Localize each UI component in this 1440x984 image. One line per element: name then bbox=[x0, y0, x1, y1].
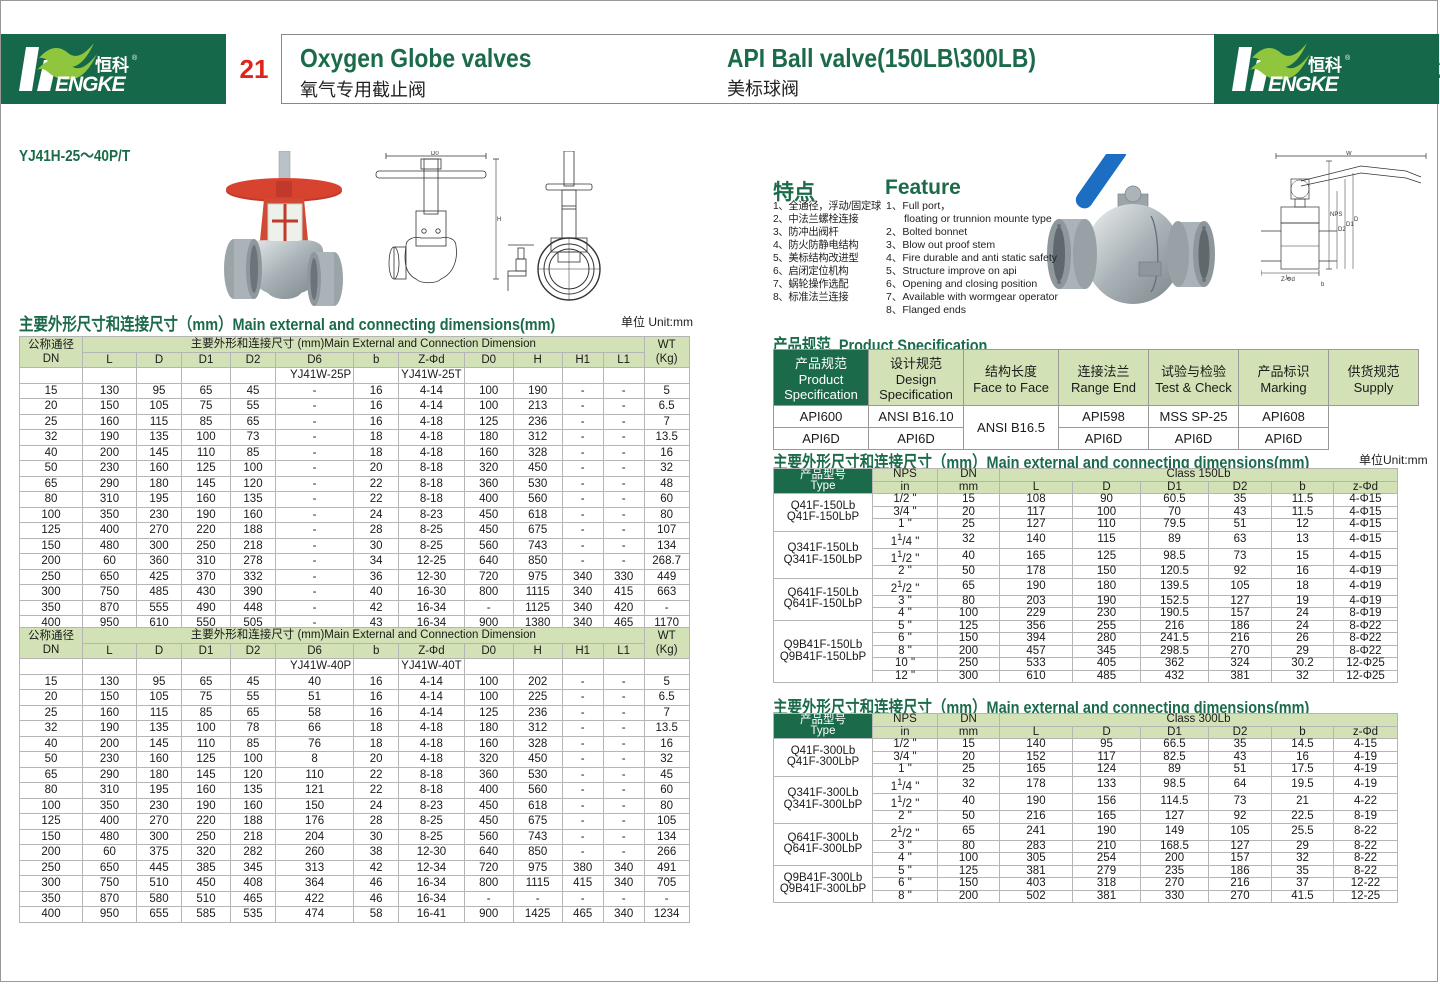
svg-text:ENGKE: ENGKE bbox=[1268, 73, 1340, 96]
svg-text:W: W bbox=[1346, 151, 1352, 157]
svg-text:®: ® bbox=[132, 54, 138, 62]
svg-text:D: D bbox=[1354, 217, 1359, 223]
svg-text:恒科: 恒科 bbox=[95, 55, 129, 75]
svg-text:H: H bbox=[497, 217, 501, 223]
svg-text:NPS: NPS bbox=[1330, 212, 1342, 218]
svg-text:b: b bbox=[1321, 282, 1325, 288]
svg-text:ENGKE: ENGKE bbox=[55, 73, 127, 96]
svg-text:®: ® bbox=[1345, 54, 1351, 62]
svg-text:D0: D0 bbox=[431, 151, 439, 157]
svg-text:恒科: 恒科 bbox=[1308, 55, 1342, 75]
